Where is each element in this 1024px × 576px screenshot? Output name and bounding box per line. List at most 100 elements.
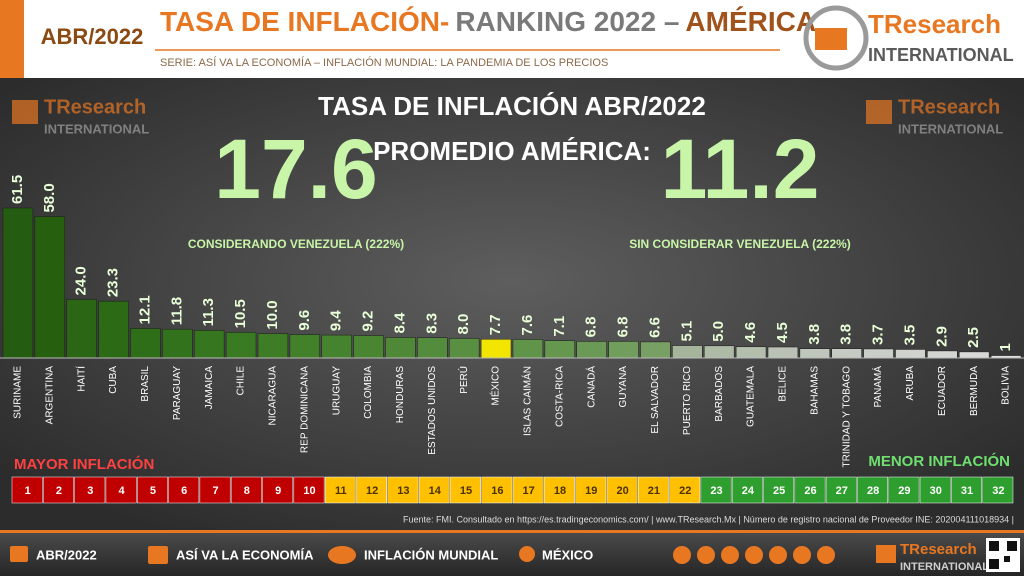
value-label: 58.0 xyxy=(41,183,58,212)
value-label: 24.0 xyxy=(73,266,90,295)
header-title: TASA DE INFLACIÓN- RANKING 2022 – AMÉRICA xyxy=(160,6,816,37)
category-label: GUYANA xyxy=(618,366,629,408)
header-subtitle: SERIE: ASÍ VA LA ECONOMÍA – INFLACIÓN MU… xyxy=(160,56,608,69)
category-label: PANAMÁ xyxy=(871,366,884,408)
rank-number: 3 xyxy=(87,485,93,497)
rank-cell xyxy=(387,476,419,504)
social-icon[interactable] xyxy=(721,546,739,564)
rank-number: 31 xyxy=(961,485,973,497)
bottom-bar xyxy=(0,533,1024,576)
social-icon[interactable] xyxy=(673,546,691,564)
category-label: JAMAICA xyxy=(204,366,215,410)
bar xyxy=(608,341,639,359)
average-with: 17.6 xyxy=(214,122,378,216)
qr-block xyxy=(1007,541,1017,551)
value-label: 9.4 xyxy=(328,310,345,332)
rank-cell xyxy=(825,476,857,504)
bar xyxy=(895,349,926,359)
bar xyxy=(417,337,448,359)
value-label: 9.2 xyxy=(360,311,377,332)
value-label: 7.1 xyxy=(551,316,568,337)
title-part: AMÉRICA xyxy=(685,6,816,37)
rank-number: 6 xyxy=(181,485,187,497)
social-icon[interactable] xyxy=(793,546,811,564)
logo-name: TResearch xyxy=(868,9,1001,39)
rank-cell xyxy=(982,476,1014,504)
category-label: CUBA xyxy=(108,366,119,394)
rank-number: 5 xyxy=(150,485,156,497)
rank-cell xyxy=(951,476,982,504)
qr-block xyxy=(989,559,999,569)
rank-number: 10 xyxy=(303,485,315,497)
logo-icon xyxy=(815,28,847,50)
rank-cell xyxy=(74,476,106,504)
category-label: CHILE xyxy=(236,366,247,396)
icon xyxy=(328,546,356,564)
logo-ring xyxy=(803,5,869,71)
category-label: PUERTO RICO xyxy=(682,366,693,435)
rank-number: 2 xyxy=(56,485,62,497)
rank-number: 17 xyxy=(523,485,535,497)
value-label: 10.5 xyxy=(232,299,249,328)
rank-cell xyxy=(168,476,200,504)
value-label: 61.5 xyxy=(9,175,26,204)
social-icon[interactable] xyxy=(817,546,835,564)
logo-icon xyxy=(876,545,896,563)
rank-cell xyxy=(356,476,387,504)
value-label: 10.0 xyxy=(264,300,281,329)
bars: 61.5 SURINAME 58.0 ARGENTINA 24.0 HAITÍ 23.3 CU… xyxy=(0,175,1024,468)
rank-cell xyxy=(450,476,481,504)
category-label: ISLAS CAIMÁN xyxy=(521,366,534,436)
ranking-strip: 1 2 3 4 5 6 7 8 9 10 11 12 13 14 15 16 17 18 19 20 21 22 23 24 2… xyxy=(11,476,1014,504)
value-label: 8.3 xyxy=(423,313,440,334)
header-logo: TResearch INTERNATIONAL xyxy=(803,5,1014,71)
bar xyxy=(257,333,289,359)
chart-logo: TResearch INTERNATIONAL TResearch INTERN… xyxy=(12,96,1003,136)
rank-cell xyxy=(669,476,701,504)
rank-cell xyxy=(324,476,356,504)
rank-number: 29 xyxy=(898,485,910,497)
bar xyxy=(799,348,830,359)
value-label: 4.6 xyxy=(742,322,759,343)
bar xyxy=(672,345,703,359)
icon xyxy=(519,546,535,562)
logo-name: TResearch xyxy=(44,96,146,118)
average-label: PROMEDIO AMÉRICA: xyxy=(373,136,651,166)
value-label: 8.4 xyxy=(391,312,408,334)
qr-code xyxy=(986,538,1020,572)
header-accent xyxy=(0,0,24,78)
bar xyxy=(2,207,34,359)
social-icon[interactable] xyxy=(769,546,787,564)
logo-name: TResearch xyxy=(900,541,977,558)
rank-number: 15 xyxy=(460,485,472,497)
bottom-item: ASÍ VA LA ECONOMÍA xyxy=(176,547,314,562)
category-label: COSTA-RICA xyxy=(554,366,565,427)
bar xyxy=(353,335,384,359)
rank-cell xyxy=(794,476,826,504)
rank-number: 32 xyxy=(992,485,1004,497)
rank-cell xyxy=(763,476,795,504)
rank-cell xyxy=(638,476,669,504)
bar xyxy=(66,299,97,359)
category-label: TRINIDAD Y TOBAGO xyxy=(841,366,852,468)
rank-cell xyxy=(700,476,732,504)
rank-cell xyxy=(43,476,74,504)
rank-cell xyxy=(575,476,607,504)
category-label: EL SALVADOR xyxy=(650,366,661,434)
social-icon[interactable] xyxy=(697,546,715,564)
category-label: BRASIL xyxy=(140,366,151,402)
low-label: MENOR INFLACIÓN xyxy=(868,452,1010,470)
rank-number: 20 xyxy=(616,485,628,497)
bar xyxy=(480,338,512,359)
bar xyxy=(927,350,958,359)
social-icon[interactable] xyxy=(745,546,763,564)
category-label: BERMUDA xyxy=(969,366,980,416)
icon xyxy=(148,546,168,564)
value-label: 3.5 xyxy=(901,325,918,346)
category-label: MÉXICO xyxy=(489,366,502,406)
bar xyxy=(449,338,480,359)
rank-cell xyxy=(199,476,231,504)
logo-sub: INTERNATIONAL xyxy=(898,121,1003,136)
category-label: COLOMBIA xyxy=(363,366,374,419)
